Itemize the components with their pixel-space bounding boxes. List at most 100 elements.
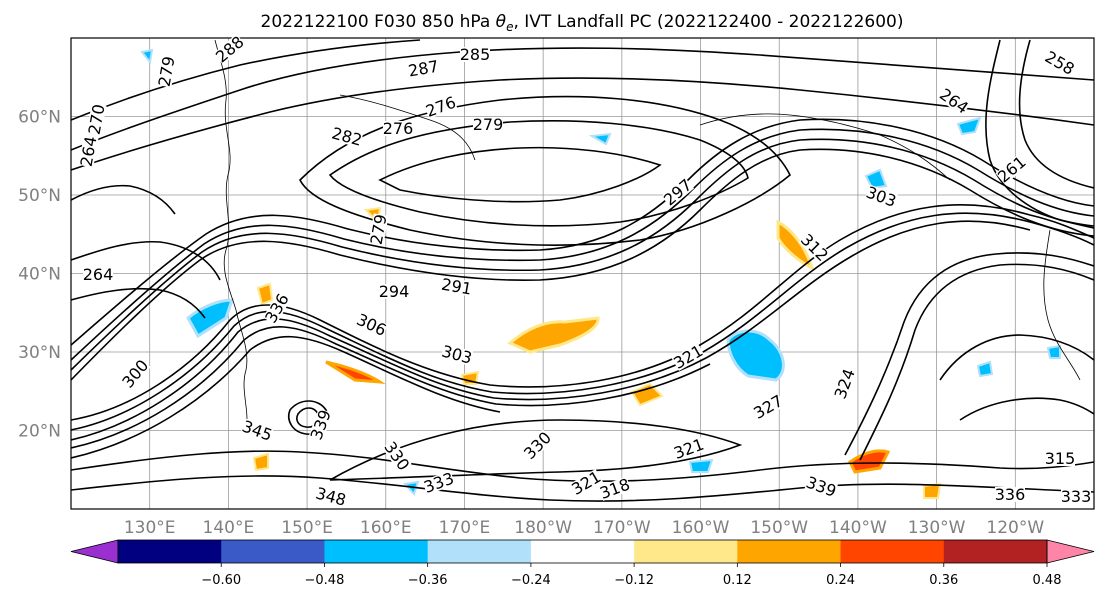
latitude-label: 50°N: [18, 186, 61, 206]
contour-line: [71, 128, 1094, 361]
ivt-patch: [325, 360, 386, 384]
colorbar-tick-label: −0.60: [201, 573, 241, 588]
contour-label-background: [424, 94, 458, 119]
contour-label-background: [832, 367, 857, 401]
latitude-label: 20°N: [18, 422, 61, 442]
contour-line: [844, 252, 1094, 456]
contour-label: 291: [440, 275, 473, 299]
contour-line: [859, 263, 1094, 461]
colorbar-bin: [427, 540, 532, 563]
figure-title: 2022122100 F030 850 hPa θe, IVT Landfall…: [261, 12, 904, 34]
ivt-patch: [688, 458, 714, 473]
ivt-patch: [956, 116, 982, 136]
contour-label-text: 285: [460, 45, 491, 64]
contour-label-background: [440, 276, 473, 297]
contour-label-background: [671, 342, 705, 371]
contour-label: 264: [83, 265, 114, 284]
ivt-patch: [923, 482, 942, 499]
ivt-patch: [460, 370, 480, 385]
contour-label: 279: [473, 115, 504, 134]
colorbar-bin: [221, 540, 325, 563]
map-frame: [70, 37, 1095, 510]
contour-line: [71, 240, 221, 281]
ivt-negative-patches: [140, 48, 1061, 496]
longitude-label: 140°W: [829, 518, 887, 538]
longitude-label: 120°W: [986, 518, 1044, 538]
colorbar: [70, 539, 1095, 564]
contour-label-background: [213, 33, 247, 65]
longitude-label: 150°W: [750, 518, 808, 538]
contour-label-text: 264: [83, 265, 114, 284]
latitude-label: 30°N: [18, 343, 61, 363]
colorbar-tick-label: 0.24: [826, 573, 855, 588]
colorbar-bin: [530, 540, 635, 563]
map-panel: [71, 38, 1094, 509]
contour-label-text: 333: [1061, 487, 1092, 506]
colorbar-tick-label: −0.48: [305, 573, 345, 588]
coastline: [339, 94, 476, 161]
contour-line: [71, 212, 1094, 431]
contour-label-background: [308, 408, 333, 442]
contour-label-background: [473, 117, 503, 132]
contour-label-background: [1045, 451, 1075, 466]
contour-label-background: [379, 284, 409, 299]
contour-label-background: [407, 58, 440, 79]
contour-label: 333: [1061, 487, 1092, 506]
colorbar-extend-high: [1046, 539, 1095, 564]
colorbar-tick-label: −0.24: [511, 573, 551, 588]
contour-label-background: [314, 485, 348, 508]
contour-line: [71, 475, 1094, 502]
contour-label: 287: [407, 57, 440, 81]
contour-label-background: [1043, 48, 1077, 77]
colorbar-bin: [634, 540, 738, 563]
contour-line: [71, 184, 176, 215]
longitude-label: 140°E: [203, 518, 255, 538]
coastline: [1043, 229, 1081, 381]
contour-line: [71, 148, 1094, 381]
contour-label-background: [440, 343, 474, 366]
colorbar-extend-low: [70, 539, 119, 564]
contour-line: [71, 287, 206, 319]
contour-label-text: 279: [473, 115, 504, 134]
contour-label-text: 336: [995, 485, 1026, 504]
colorbar-frame: [117, 539, 1048, 564]
contour-label-background: [240, 418, 274, 443]
contour-label-background: [383, 121, 413, 136]
longitude-label: 160°E: [360, 518, 412, 538]
contour-label-background: [864, 184, 898, 209]
contour-line: [71, 335, 501, 459]
latitude-label: 60°N: [18, 108, 61, 128]
contour-label-background: [382, 439, 412, 473]
contour-line: [959, 397, 1094, 421]
contour-line: [71, 77, 1094, 171]
contour-line: [939, 334, 1094, 381]
contour-label: 276: [383, 119, 414, 138]
contour-label-background: [521, 429, 554, 462]
ivt-patch: [252, 452, 269, 472]
colorbar-bin: [737, 540, 842, 563]
contour-label: 315: [1045, 449, 1076, 468]
longitude-labels: 130°E 140°E 150°E 160°E 170°E 180°W 170°W 160°W…: [124, 518, 1045, 538]
colorbar-bin: [118, 540, 222, 563]
contour-label-background: [119, 357, 151, 391]
contour-label-background: [995, 153, 1029, 185]
contour-label-text: 276: [383, 119, 414, 138]
longitude-label: 160°W: [672, 518, 730, 538]
longitude-label: 180°W: [514, 518, 572, 538]
contour-label-background: [598, 476, 632, 501]
contour-label-background: [672, 436, 706, 461]
contour-line: [71, 204, 1094, 421]
ivt-patch: [630, 382, 664, 407]
contour-label-background: [1061, 489, 1091, 504]
ivt-patch: [256, 282, 274, 306]
contour-label-text: 315: [1045, 449, 1076, 468]
latitude-labels: 20°N 30°N 40°N 50°N 60°N: [18, 108, 61, 442]
contour-line: [71, 118, 1094, 346]
contour-label-background: [569, 468, 603, 497]
contour-line: [71, 39, 421, 121]
contour-line: [71, 220, 1031, 441]
colorbar-tick-label: −0.36: [408, 573, 448, 588]
